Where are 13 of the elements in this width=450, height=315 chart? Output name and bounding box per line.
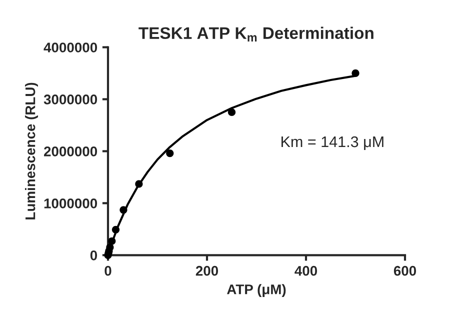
x-tick-label: 0: [104, 266, 112, 276]
y-axis-title: Luminescence (RLU): [25, 82, 38, 220]
x-tick-label: 600: [394, 266, 416, 276]
y-tick-label: 4000000: [44, 42, 98, 52]
x-axis-title: ATP (μM): [227, 284, 286, 298]
annotation: Km = 141.3 μM: [282, 136, 384, 150]
x-tick-label: 400: [294, 266, 318, 276]
y-tick-label: 1000000: [44, 198, 98, 208]
chart-title: TESK1 ATP K$_{m}$ Determination: [138, 26, 374, 42]
y-tick-label: 3000000: [44, 94, 98, 104]
y-tick-label: 2000000: [44, 146, 98, 156]
x-tick-label: 200: [196, 266, 218, 276]
y-tick-label: 0: [90, 250, 98, 260]
